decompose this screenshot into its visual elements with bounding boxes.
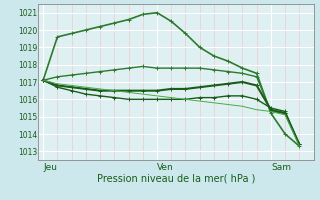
X-axis label: Pression niveau de la mer( hPa ): Pression niveau de la mer( hPa ) [97, 173, 255, 183]
